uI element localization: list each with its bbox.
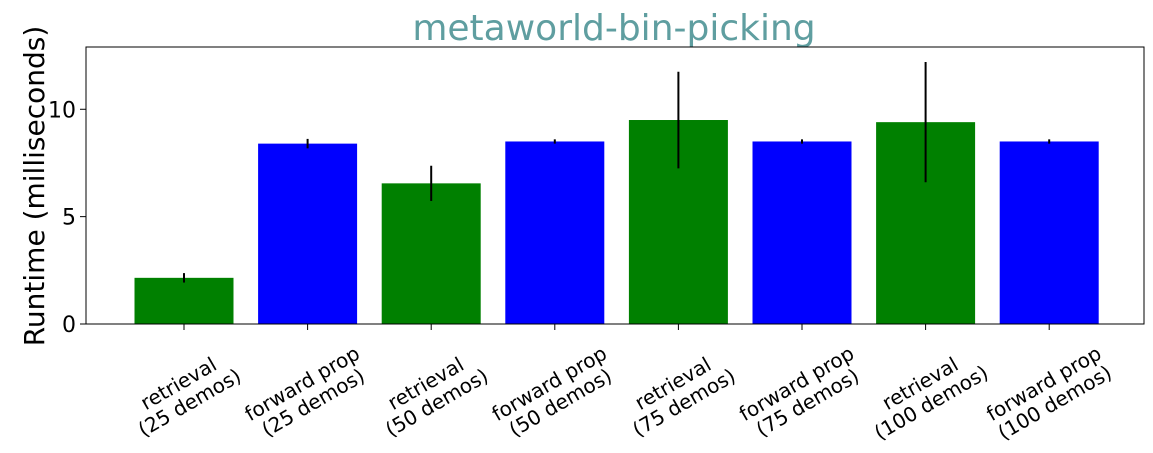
y-tick-label: 10 [48,98,76,123]
chart-title: metaworld-bin-picking [412,8,815,49]
y-axis-ticks: 0 5 10 [48,98,86,338]
y-tick-label: 5 [62,206,76,231]
x-tick-label: retrieval(75 demos) [617,344,739,441]
error-bars-group [183,62,1051,283]
bar-2 [258,143,358,324]
y-tick-label: 0 [62,313,76,338]
bar-3 [381,183,481,324]
bar-1 [134,277,234,324]
x-tick-label: retrieval(100 demos) [859,341,992,444]
x-tick-label: forward prop(100 demos) [982,341,1116,445]
plot-frame [85,46,1145,325]
bars-group [134,120,1099,325]
x-axis-ticks: retrieval(25 demos)forward prop(25 demos… [123,324,1116,445]
x-tick-label: retrieval(50 demos) [370,344,492,441]
x-tick-label: forward prop(50 demos) [488,341,622,445]
bar-6 [752,141,852,324]
x-tick-label: forward prop(75 demos) [735,341,869,445]
x-tick-label: retrieval(25 demos) [123,344,245,441]
bar-8 [999,141,1099,324]
y-axis-label: Runtime (milliseconds) [18,26,51,347]
x-tick-label: forward prop(25 demos) [240,341,374,445]
bar-4 [505,141,605,324]
